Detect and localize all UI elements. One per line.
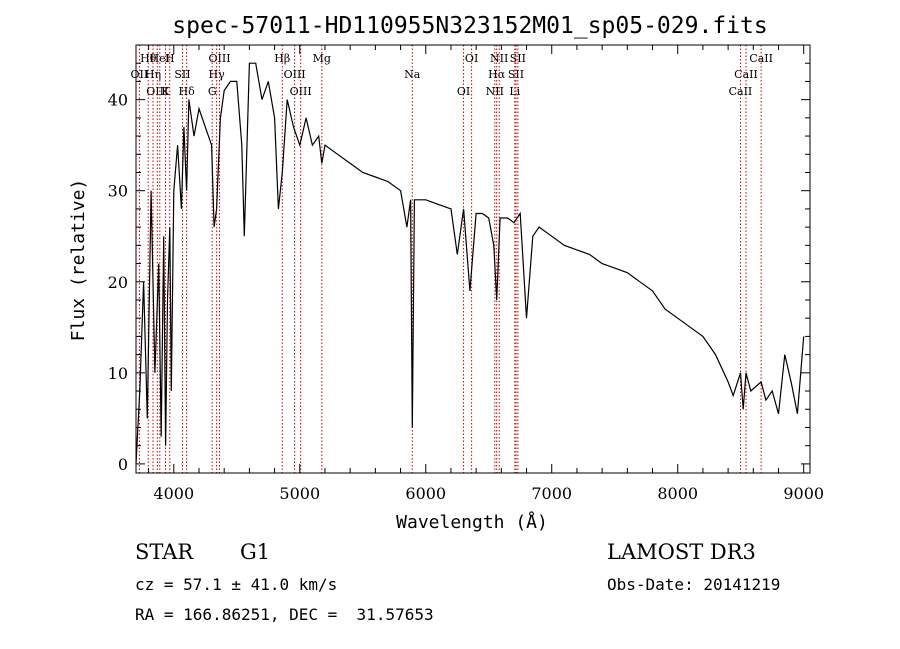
line-label: OI [457, 85, 470, 98]
x-tick-label: 8000 [657, 484, 698, 503]
y-axis-label: Flux (relative) [68, 179, 89, 342]
plot-frame [135, 44, 811, 474]
line-label: H [165, 52, 175, 65]
x-tick-label: 6000 [405, 484, 446, 503]
coordinates: RA = 166.86251, DEC = 31.57653 [135, 605, 434, 624]
line-label: HeI [150, 52, 170, 65]
spectrum-line [135, 62, 805, 464]
line-label: OIII [290, 85, 312, 98]
object-subclass: G1 [240, 540, 271, 564]
line-label: Hβ [274, 52, 290, 65]
line-label: Mg [313, 52, 331, 65]
line-label: Li [509, 85, 520, 98]
line-label: OIII [146, 85, 168, 98]
spectral-line-markers: Hθ OII OIII HeI HηK H SII Hδ OIII Hγ G Hβ OIII OIII Mg… [131, 45, 773, 473]
line-label: Na [404, 68, 421, 81]
y-axis-ticks: 0 10 20 30 40 [108, 62, 810, 474]
chart-title: spec-57011-HD110955N323152M01_sp05-029.f… [172, 13, 767, 39]
line-label: NII [490, 52, 508, 65]
line-label: SII [174, 68, 190, 81]
line-label: Hδ [179, 85, 196, 98]
redshift-value: cz = 57.1 ± 41.0 km/s [135, 575, 338, 594]
line-label: SII [508, 68, 524, 81]
y-tick-label: 40 [108, 91, 128, 110]
y-tick-label: 20 [108, 273, 128, 292]
object-class: STAR [135, 540, 194, 564]
line-label: SII [510, 52, 526, 65]
x-axis-label: Wavelength (Å) [396, 511, 548, 533]
line-label: Hη [145, 68, 161, 81]
line-label: OIII [284, 68, 306, 81]
x-axis-ticks: 4000 5000 6000 7000 8000 9000 [148, 45, 824, 503]
x-tick-label: 4000 [153, 484, 194, 503]
line-label: CaII [729, 85, 753, 98]
line-label: G [208, 85, 217, 98]
x-tick-label: 7000 [531, 484, 572, 503]
y-tick-label: 0 [118, 455, 128, 474]
line-label: OI [465, 52, 478, 65]
x-tick-label: 5000 [279, 484, 320, 503]
line-label: OII [131, 68, 149, 81]
survey-name: LAMOST DR3 [607, 540, 756, 564]
line-label: Hθ [140, 52, 157, 65]
line-label: CaII [734, 68, 758, 81]
line-label: NII [486, 85, 504, 98]
y-tick-label: 10 [108, 364, 128, 383]
line-label: CaII [749, 52, 773, 65]
obs-date: Obs-Date: 20141219 [607, 575, 781, 594]
spectrum-series [135, 62, 805, 464]
line-label: K [161, 85, 170, 98]
y-tick-label: 30 [108, 182, 128, 201]
x-tick-label: 9000 [783, 484, 824, 503]
line-label: Hα [488, 68, 506, 81]
line-label: Hγ [209, 68, 226, 81]
line-label: OIII [208, 52, 230, 65]
